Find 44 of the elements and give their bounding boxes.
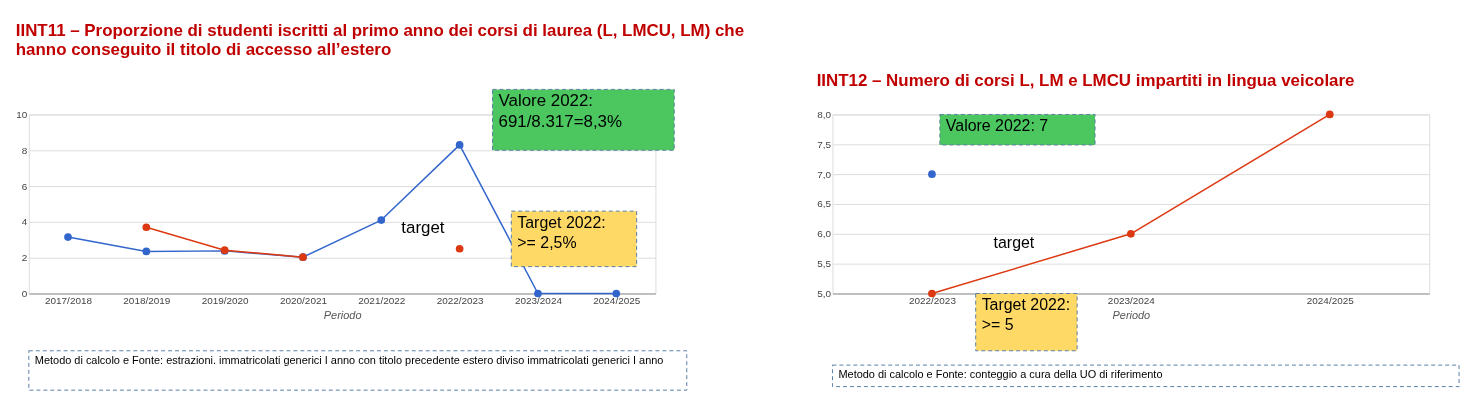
chart-title: IINT11 – Proporzione di studenti iscritti al primo anno dei corsi di laurea (L, LMCU, LM) che hanno conseguito il titolo di accesso all’estero bbox=[15, 21, 745, 60]
x-axis-title: Periodo bbox=[323, 308, 362, 321]
y-tick-label: 0 bbox=[21, 287, 28, 299]
y-tick-label: 8 bbox=[21, 144, 28, 156]
y-tick-label: 2 bbox=[21, 252, 28, 264]
y-tick-label: 8,0 bbox=[817, 108, 832, 120]
y-tick-label: 4 bbox=[21, 216, 28, 228]
point bbox=[1325, 110, 1334, 119]
x-tick-label: 2023/2024 bbox=[514, 294, 563, 306]
y-tick-label: 5,5 bbox=[817, 258, 832, 270]
y-tick-label: 6 bbox=[21, 180, 28, 192]
text: Target 2022: >= 5 bbox=[981, 296, 1071, 334]
point bbox=[455, 244, 464, 253]
x-tick-label: 2017/2018 bbox=[45, 294, 93, 306]
point bbox=[64, 233, 72, 241]
y-tick-label: 6,0 bbox=[817, 228, 832, 240]
y-tick-label: 10 bbox=[16, 108, 28, 120]
y-tick-label: 5,0 bbox=[817, 287, 832, 299]
chart-title: IINT12 – Numero di corsi L, LM e LMCU impartiti in lingua veicolare bbox=[816, 70, 1355, 90]
point bbox=[142, 247, 151, 256]
annotation: Valore 2022: 7 bbox=[945, 117, 1049, 135]
annotation: target bbox=[993, 233, 1035, 251]
text: Metodo di calcolo e Fonte: conteggio a cura della UO di riferimento bbox=[838, 368, 1163, 381]
point bbox=[142, 223, 151, 232]
x-tick-label: 2022/2023 bbox=[908, 294, 957, 306]
annotation: Valore 2022: 691/8.317=8,3% bbox=[498, 91, 622, 132]
x-axis-title: Periodo bbox=[1112, 308, 1151, 321]
x-tick-label: 2024/2025 bbox=[593, 294, 641, 306]
y-tick-label: 7,5 bbox=[817, 138, 832, 150]
y-tick-label: 6,5 bbox=[817, 198, 832, 210]
text: Metodo di calcolo e Fonte: estrazioni. immatricolati generici I anno con titolo precedente estero diviso immatricolati generici I anno bbox=[34, 353, 664, 366]
annotation: Target 2022: >= 2,5% bbox=[517, 214, 606, 251]
annotation: target bbox=[401, 218, 445, 238]
x-tick-label: 2024/2025 bbox=[1306, 294, 1355, 306]
x-tick-label: 2019/2020 bbox=[201, 294, 250, 306]
point bbox=[1126, 229, 1135, 238]
point bbox=[377, 216, 386, 224]
x-tick-label: 2023/2024 bbox=[1107, 294, 1156, 306]
x-tick-label: 2022/2023 bbox=[436, 294, 485, 306]
x-tick-label: 2018/2019 bbox=[123, 294, 171, 306]
point bbox=[455, 141, 464, 149]
y-tick-label: 7,0 bbox=[817, 168, 832, 180]
x-tick-label: 2021/2022 bbox=[358, 294, 406, 306]
x-tick-label: 2020/2021 bbox=[279, 294, 328, 306]
